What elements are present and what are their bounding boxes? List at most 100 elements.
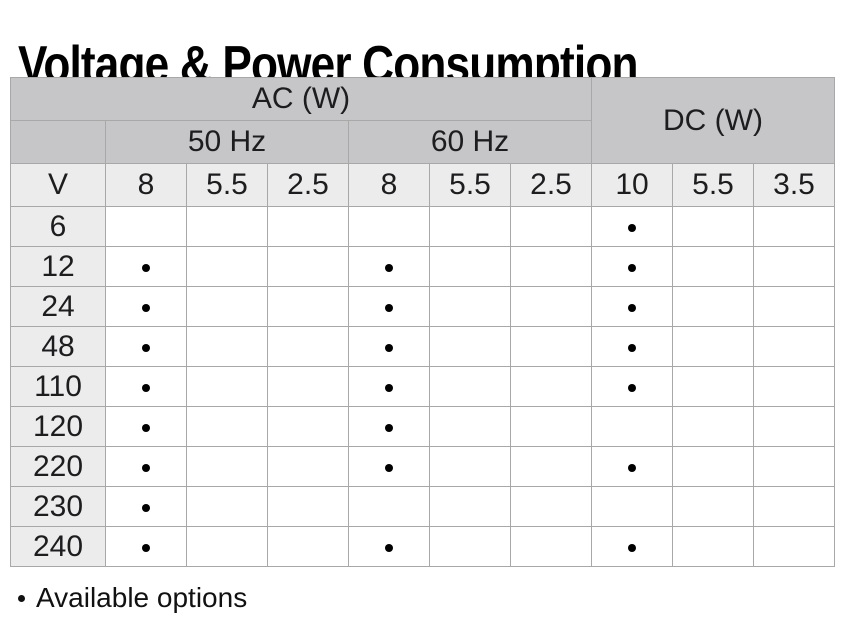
option-cell <box>510 366 592 407</box>
option-cell <box>348 366 430 407</box>
footnote: Available options <box>18 582 247 614</box>
option-cell <box>672 446 754 487</box>
option-cell <box>429 286 511 327</box>
voltage-cell: 230 <box>10 486 106 527</box>
freq-50hz-header: 50 Hz <box>105 120 349 164</box>
col-header-dc-5-5: 5.5 <box>672 163 754 207</box>
option-cell <box>267 326 349 367</box>
option-cell <box>672 406 754 447</box>
option-cell <box>186 286 268 327</box>
option-cell <box>429 206 511 247</box>
option-cell <box>348 526 430 567</box>
option-cell <box>186 526 268 567</box>
option-cell <box>753 446 835 487</box>
option-cell <box>105 446 187 487</box>
voltage-cell: 120 <box>10 406 106 447</box>
option-cell <box>429 246 511 287</box>
footnote-text: Available options <box>36 582 248 613</box>
option-cell <box>267 406 349 447</box>
option-cell <box>753 526 835 567</box>
option-cell <box>510 246 592 287</box>
table-row: 12 <box>10 246 835 287</box>
option-cell <box>753 486 835 527</box>
dc-group-header: DC (W) <box>591 77 835 164</box>
option-cell <box>429 446 511 487</box>
col-header-50hz-5-5: 5.5 <box>186 163 268 207</box>
available-dot-icon <box>142 383 150 392</box>
table-row: 230 <box>10 486 835 527</box>
option-cell <box>591 206 673 247</box>
available-dot-icon <box>142 423 150 432</box>
frequency-header-row: 50 Hz 60 Hz <box>10 120 835 164</box>
option-cell <box>267 446 349 487</box>
col-header-60hz-8: 8 <box>348 163 430 207</box>
available-dot-icon <box>385 463 393 472</box>
table-row: 24 <box>10 286 835 327</box>
option-cell <box>348 486 430 527</box>
option-cell <box>105 406 187 447</box>
option-cell <box>186 206 268 247</box>
voltage-power-table: AC (W) DC (W) 50 Hz 60 Hz V 8 5.5 2.5 8 … <box>10 77 835 567</box>
available-dot-icon <box>628 263 636 272</box>
option-cell <box>186 246 268 287</box>
option-cell <box>672 206 754 247</box>
available-dot-icon <box>385 343 393 352</box>
option-cell <box>267 486 349 527</box>
option-cell <box>267 286 349 327</box>
voltage-cell: 48 <box>10 326 106 367</box>
available-dot-icon <box>385 263 393 272</box>
option-cell <box>591 446 673 487</box>
option-cell <box>267 206 349 247</box>
option-cell <box>429 526 511 567</box>
table-row: 6 <box>10 206 835 247</box>
available-dot-icon <box>142 263 150 272</box>
table-row: 220 <box>10 446 835 487</box>
corner-cell <box>10 120 106 164</box>
option-cell <box>105 326 187 367</box>
voltage-cell: 240 <box>10 526 106 567</box>
option-cell <box>186 446 268 487</box>
option-cell <box>591 326 673 367</box>
option-cell <box>753 406 835 447</box>
table-body: 6 12 24 48 110 120 220 230 240 <box>10 206 835 567</box>
col-header-60hz-5-5: 5.5 <box>429 163 511 207</box>
option-cell <box>348 206 430 247</box>
option-cell <box>753 286 835 327</box>
table-row: 48 <box>10 326 835 367</box>
option-cell <box>591 406 673 447</box>
option-cell <box>348 446 430 487</box>
available-dot-icon <box>628 303 636 312</box>
option-cell <box>591 246 673 287</box>
available-dot-icon <box>628 463 636 472</box>
option-cell <box>348 286 430 327</box>
option-cell <box>105 366 187 407</box>
option-cell <box>591 526 673 567</box>
group-header-row: AC (W) DC (W) <box>10 77 835 164</box>
bullet-icon <box>18 594 25 602</box>
option-cell <box>267 246 349 287</box>
option-cell <box>591 366 673 407</box>
col-header-50hz-8: 8 <box>105 163 187 207</box>
voltage-cell: 6 <box>10 206 106 247</box>
option-cell <box>510 406 592 447</box>
available-dot-icon <box>142 503 150 512</box>
option-cell <box>348 326 430 367</box>
option-cell <box>348 246 430 287</box>
option-cell <box>186 406 268 447</box>
option-cell <box>510 486 592 527</box>
option-cell <box>510 286 592 327</box>
option-cell <box>672 246 754 287</box>
option-cell <box>672 326 754 367</box>
option-cell <box>267 526 349 567</box>
option-cell <box>267 366 349 407</box>
available-dot-icon <box>628 223 636 232</box>
freq-60hz-header: 60 Hz <box>348 120 592 164</box>
available-dot-icon <box>628 383 636 392</box>
option-cell <box>672 286 754 327</box>
option-cell <box>753 206 835 247</box>
option-cell <box>591 486 673 527</box>
option-cell <box>753 366 835 407</box>
table-row: 120 <box>10 406 835 447</box>
option-cell <box>753 326 835 367</box>
option-cell <box>429 366 511 407</box>
